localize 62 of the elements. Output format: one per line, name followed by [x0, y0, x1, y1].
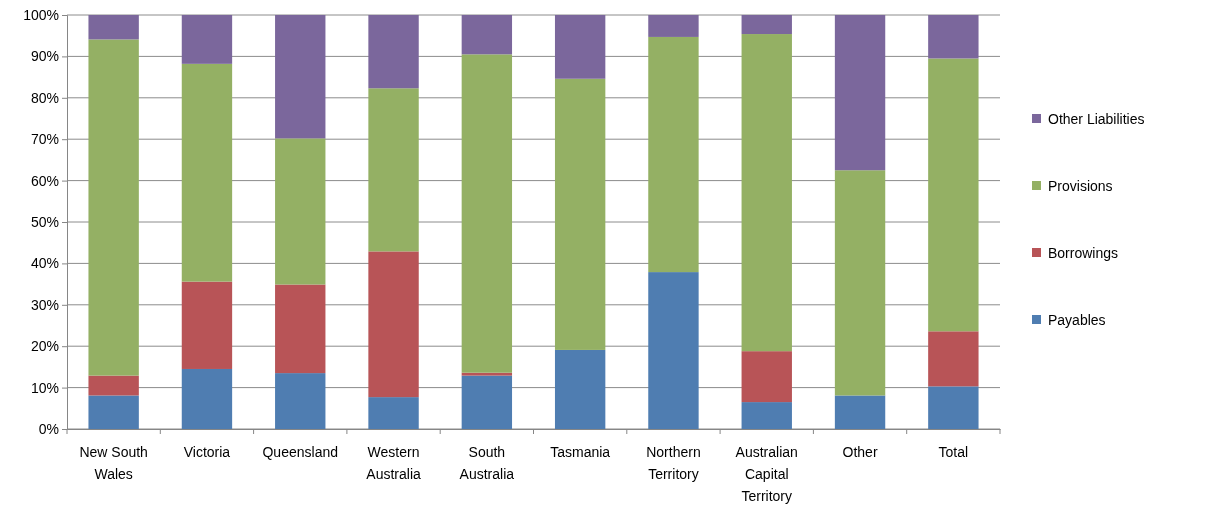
- bar: [648, 36, 699, 273]
- x-tick-label: Victoria: [183, 444, 231, 460]
- x-tick-label: Australian Capital Territory: [735, 444, 798, 504]
- y-tick-label: 50%: [30, 213, 59, 230]
- bar: [741, 15, 792, 35]
- bar: [275, 15, 326, 139]
- y-tick-label: 70%: [30, 131, 59, 148]
- bar: [554, 15, 606, 79]
- bar: [648, 15, 699, 37]
- x-tick-label: Tasmania: [550, 444, 611, 460]
- x-tick-label: South Australia: [459, 444, 515, 482]
- bar: [368, 251, 419, 398]
- x-tick-label: Northern Territory: [646, 444, 701, 482]
- bar: [461, 372, 513, 376]
- bar: [88, 15, 139, 40]
- x-tick-label: Other: [842, 444, 878, 460]
- x-tick-label: Western Australia: [366, 444, 421, 482]
- bar: [88, 395, 139, 429]
- bar: [461, 375, 513, 429]
- bar: [275, 373, 326, 429]
- bar: [834, 15, 886, 171]
- bar: [928, 386, 979, 429]
- x-tick-label: Total: [938, 444, 969, 460]
- bar: [181, 368, 233, 429]
- bar: [834, 395, 886, 429]
- bar: [461, 54, 513, 373]
- bar: [554, 78, 606, 350]
- bar: [741, 34, 792, 352]
- bar: [928, 331, 979, 387]
- legend-label: Provisions: [1048, 178, 1113, 194]
- bar: [275, 138, 326, 285]
- bar: [648, 272, 699, 429]
- bar: [928, 15, 979, 59]
- bar: [741, 402, 792, 429]
- y-tick-label: 30%: [30, 296, 59, 313]
- y-tick-label: 60%: [30, 172, 59, 189]
- y-tick-label: 0%: [38, 420, 59, 437]
- bar: [741, 351, 792, 403]
- y-tick-label: 10%: [30, 379, 59, 396]
- bar: [554, 349, 606, 429]
- x-tick-label: Queensland: [262, 444, 339, 460]
- bar: [181, 15, 233, 64]
- bar: [88, 39, 139, 376]
- bar: [368, 397, 419, 429]
- legend-label: Other Liabilities: [1048, 111, 1145, 127]
- bar: [275, 284, 326, 374]
- bar: [88, 375, 139, 396]
- y-tick-label: 40%: [30, 255, 59, 272]
- bar: [368, 88, 419, 252]
- y-tick-label: 20%: [30, 338, 59, 355]
- legend-label: Payables: [1048, 312, 1106, 328]
- bar: [368, 15, 419, 89]
- y-tick-label: 90%: [30, 48, 59, 65]
- legend-label: Borrowings: [1048, 245, 1119, 261]
- bar: [928, 58, 979, 332]
- bar: [181, 63, 233, 282]
- x-tick-label: New South Wales: [79, 444, 148, 482]
- bar: [834, 170, 886, 396]
- bar: [181, 281, 233, 369]
- y-tick-label: 100%: [23, 6, 59, 23]
- y-tick-label: 80%: [30, 89, 59, 106]
- bar: [461, 15, 513, 55]
